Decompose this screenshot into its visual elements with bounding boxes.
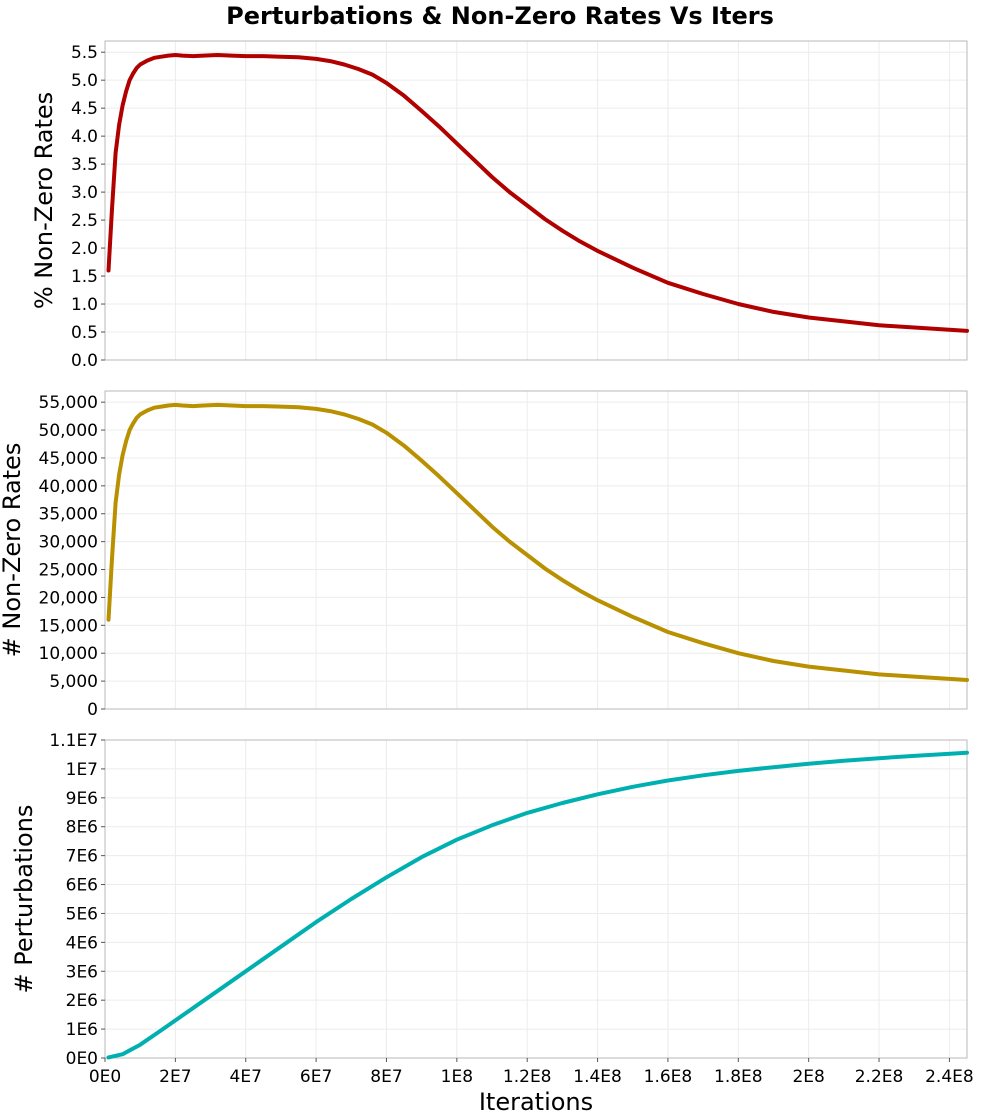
plot-frame [104,390,968,710]
y-tick-label: 4E6 [66,933,98,953]
y-tick-label: 3E6 [66,962,98,982]
y-tick-label: 2E6 [66,991,98,1011]
y-tick-label: 5,000 [49,672,98,692]
y-tick-label: 9E6 [66,789,98,809]
y-tick-label: 0E0 [66,1049,98,1069]
x-tick-label: 6E7 [300,1067,332,1087]
y-axis-label: # Non-Zero Rates [0,443,26,658]
x-tick-label: 1.4E8 [573,1067,622,1087]
y-tick-label: 5E6 [66,904,98,924]
x-tick-label: 2.2E8 [855,1067,904,1087]
y-tick-label: 20,000 [39,588,98,608]
y-tick-label: 45,000 [39,449,98,469]
y-tick-label: 35,000 [39,505,98,525]
plot-frame [104,40,968,361]
plot-frame [104,739,968,1059]
y-tick-label: 50,000 [39,421,98,441]
chart-panels: 0.0 0.5 1.0 1.5 2.0 2.5 3.0 3.5 4.0 4.5 5.0 5.5 % No… [0,40,974,1116]
series-line [106,402,969,682]
y-tick-label: 0.0 [71,351,98,371]
y-tick-label: 5.5 [71,43,98,63]
y-tick-label: 15,000 [39,616,98,636]
series-line [106,750,969,1060]
panel-3: 0E0 1E6 2E6 3E6 4E6 5E6 6E6 7E6 8E6 9E6 1E7 1.1E7 # … [10,731,974,1116]
panel-2: 0 5,000 10,000 15,000 20,000 25,000 30,000 35,0… [0,390,969,720]
x-tick-label: 1.8E8 [714,1067,763,1087]
y-tick-label: 3.5 [71,155,98,175]
y-tick-label: 1.0 [71,295,98,315]
x-tick-label: 1.2E8 [503,1067,552,1087]
y-tick-label: 2.5 [71,211,98,231]
y-axis-label: % Non-Zero Rates [30,92,58,309]
y-tick-label: 1E6 [66,1020,98,1040]
y-tick-label: 6E6 [66,876,98,896]
x-tick-label: 1.6E8 [644,1067,693,1087]
panel-1: 0.0 0.5 1.0 1.5 2.0 2.5 3.0 3.5 4.0 4.5 5.0 5.5 % No… [30,40,969,371]
y-tick-label: 40,000 [39,477,98,497]
series-line [106,53,969,333]
y-tick-label: 10,000 [39,644,98,664]
y-tick-label: 25,000 [39,561,98,581]
y-tick-label: 55,000 [39,393,98,413]
y-axis-label: # Perturbations [10,805,38,994]
y-tick-label: 4.5 [71,99,98,119]
y-tick-label: 30,000 [39,533,98,553]
x-tick-label: 4E7 [230,1067,262,1087]
y-tick-label: 0.5 [71,323,98,343]
x-tick-label: 2E8 [792,1067,824,1087]
x-axis-label: Iterations [479,1088,593,1116]
y-tick-label: 1E7 [66,760,98,780]
y-tick-label: 1.5 [71,267,98,287]
y-tick-label: 4.0 [71,127,98,147]
y-tick-label: 0 [87,700,98,720]
y-tick-label: 8E6 [66,818,98,838]
x-tick-label: 2E7 [159,1067,191,1087]
y-tick-label: 3.0 [71,183,98,203]
x-tick-label: 0E0 [89,1067,121,1087]
x-tick-label: 1E8 [441,1067,473,1087]
chart-title: Perturbations & Non-Zero Rates Vs Iters [226,2,774,30]
y-tick-label: 2.0 [71,239,98,259]
y-tick-label: 1.1E7 [49,731,98,751]
y-tick-label: 5.0 [71,71,98,91]
x-tick-label: 8E7 [370,1067,402,1087]
x-tick-label: 2.4E8 [925,1067,974,1087]
y-tick-label: 7E6 [66,847,98,867]
